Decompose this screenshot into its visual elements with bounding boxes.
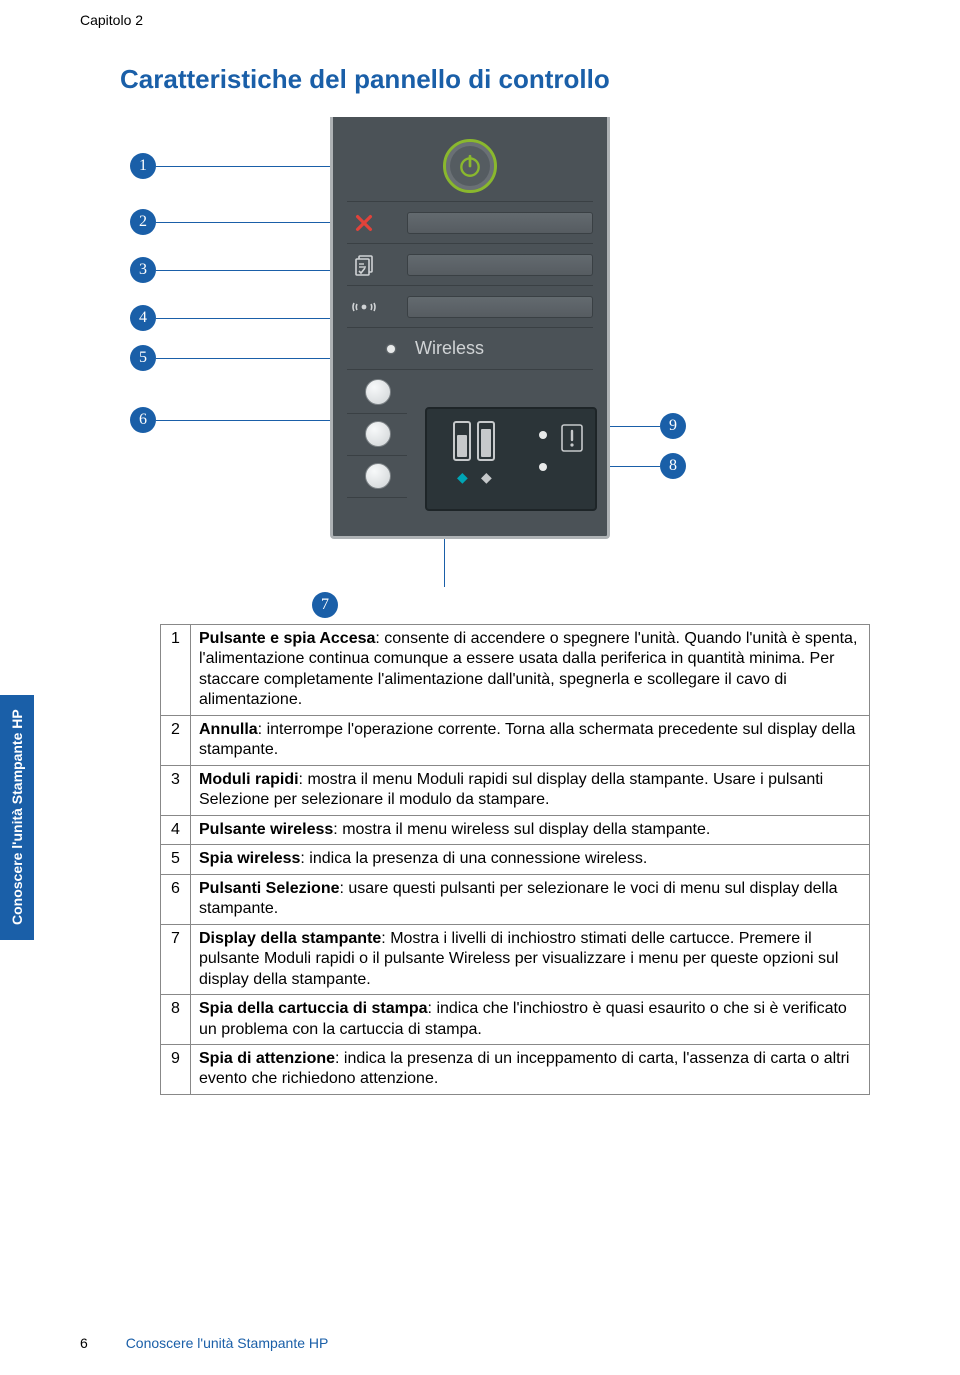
printer-display: ◆ ◆ <box>425 407 597 511</box>
row-description: Pulsanti Selezione: usare questi pulsant… <box>191 874 870 924</box>
cancel-icon <box>347 212 381 234</box>
row-description: Moduli rapidi: mostra il menu Moduli rap… <box>191 765 870 815</box>
callout-line <box>156 318 330 319</box>
ink-drop-color-icon: ◆ <box>457 469 468 486</box>
page-number: 6 <box>80 1335 88 1351</box>
row-number: 7 <box>161 924 191 994</box>
callout-line <box>156 270 330 271</box>
table-row: 7Display della stampante: Mostra i livel… <box>161 924 870 994</box>
footer-chapter-title: Conoscere l'unità Stampante HP <box>126 1335 329 1351</box>
attention-icon <box>559 423 585 458</box>
selection-button-mid[interactable] <box>365 421 391 447</box>
printer-panel: Wireless ◆ ◆ <box>330 117 610 539</box>
table-row: 9Spia di attenzione: indica la presenza … <box>161 1044 870 1094</box>
power-icon <box>457 153 483 179</box>
ink-level-2 <box>477 421 495 461</box>
row-description: Spia della cartuccia di stampa: indica c… <box>191 995 870 1045</box>
callout-6: 6 <box>130 407 156 433</box>
table-row: 3Moduli rapidi: mostra il menu Moduli ra… <box>161 765 870 815</box>
attention-led <box>539 431 547 439</box>
callout-7: 7 <box>312 592 338 618</box>
selection-button-top[interactable] <box>365 379 391 405</box>
section-title: Caratteristiche del pannello di controll… <box>120 64 880 95</box>
wireless-button[interactable] <box>407 296 593 318</box>
chapter-label: Capitolo 2 <box>80 12 880 28</box>
row-description: Pulsante e spia Accesa: consente di acce… <box>191 625 870 716</box>
callout-3: 3 <box>130 257 156 283</box>
callout-9: 9 <box>660 413 686 439</box>
row-description: Spia wireless: indica la presenza di una… <box>191 845 870 874</box>
row-number: 4 <box>161 815 191 844</box>
row-number: 2 <box>161 715 191 765</box>
callout-2: 2 <box>130 209 156 235</box>
row-number: 9 <box>161 1044 191 1094</box>
control-panel-diagram: 1 2 3 4 5 6 9 8 <box>120 117 820 592</box>
table-row: 8Spia della cartuccia di stampa: indica … <box>161 995 870 1045</box>
callout-line <box>156 358 330 359</box>
row-description: Display della stampante: Mostra i livell… <box>191 924 870 994</box>
ink-level-1 <box>453 421 471 461</box>
sidebar-tab: Conoscere l'unità Stampante HP <box>0 695 34 940</box>
cartridge-led <box>539 463 547 471</box>
row-number: 6 <box>161 874 191 924</box>
table-row: 6Pulsanti Selezione: usare questi pulsan… <box>161 874 870 924</box>
selection-button-bottom[interactable] <box>365 463 391 489</box>
callout-1: 1 <box>130 153 156 179</box>
table-row: 5Spia wireless: indica la presenza di un… <box>161 845 870 874</box>
row-description: Pulsante wireless: mostra il menu wirele… <box>191 815 870 844</box>
callout-line <box>156 420 330 421</box>
row-description: Annulla: interrompe l'operazione corrent… <box>191 715 870 765</box>
page-footer: 6 Conoscere l'unità Stampante HP <box>80 1335 328 1351</box>
quick-forms-button[interactable] <box>407 254 593 276</box>
wireless-led <box>387 345 395 353</box>
power-button[interactable] <box>443 139 497 193</box>
callout-4: 4 <box>130 305 156 331</box>
row-number: 5 <box>161 845 191 874</box>
quick-forms-icon <box>347 253 381 277</box>
row-number: 3 <box>161 765 191 815</box>
row-number: 1 <box>161 625 191 716</box>
table-row: 1Pulsante e spia Accesa: consente di acc… <box>161 625 870 716</box>
callout-8: 8 <box>660 453 686 479</box>
cancel-button[interactable] <box>407 212 593 234</box>
callout-line <box>156 222 330 223</box>
row-number: 8 <box>161 995 191 1045</box>
ink-drop-black-icon: ◆ <box>481 469 492 486</box>
callout-5: 5 <box>130 345 156 371</box>
table-row: 2Annulla: interrompe l'operazione corren… <box>161 715 870 765</box>
wireless-label: Wireless <box>415 338 593 359</box>
table-row: 4Pulsante wireless: mostra il menu wirel… <box>161 815 870 844</box>
features-table: 1Pulsante e spia Accesa: consente di acc… <box>160 624 870 1095</box>
row-description: Spia di attenzione: indica la presenza d… <box>191 1044 870 1094</box>
wireless-icon <box>347 295 381 319</box>
callout-line <box>156 166 330 167</box>
